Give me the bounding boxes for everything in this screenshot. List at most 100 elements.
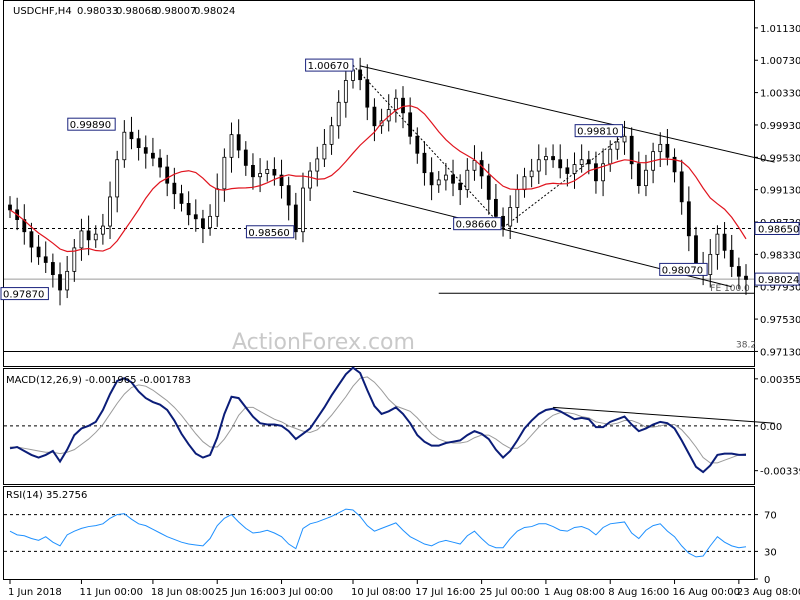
- candle-body: [108, 196, 112, 227]
- candle-body: [43, 256, 48, 263]
- candle-body: [708, 253, 713, 275]
- candle-body: [165, 166, 170, 184]
- time-axis: 1 Jun 2018 11 Jun 00:00 18 Jun 08:00 25 Jun…: [8, 580, 800, 598]
- macd-signal-line: [10, 376, 747, 464]
- rsi-panel-frame: [3, 486, 755, 580]
- macd-main-line: [9, 366, 746, 474]
- candle-body: [679, 171, 684, 203]
- price-panel-frame: [3, 0, 755, 367]
- time-tick-label: 17 Jul 16:00: [415, 587, 475, 598]
- price-tick-label: 0.97130: [760, 347, 800, 358]
- candle-body: [193, 214, 198, 220]
- candle-body: [522, 176, 527, 191]
- candle-body: [508, 207, 513, 227]
- candle-body: [401, 97, 405, 114]
- candle-body: [22, 219, 27, 233]
- candle-body: [79, 230, 84, 249]
- candle-body: [358, 69, 363, 81]
- candle-body: [65, 270, 70, 291]
- candle-body: [558, 159, 563, 169]
- candle-body: [136, 138, 141, 149]
- time-tick-label: 16 Aug 00:00: [673, 587, 740, 598]
- candle-body: [601, 163, 605, 182]
- candle-body: [729, 249, 734, 267]
- time-tick-label: 23 Aug 08:00: [737, 587, 800, 598]
- candle-body: [8, 204, 12, 211]
- candle-body: [229, 134, 234, 158]
- candle-body: [322, 143, 327, 160]
- candle-body: [665, 143, 670, 158]
- candle-body: [465, 169, 470, 191]
- candle-body: [179, 193, 184, 204]
- time-tick-label: 25 Jun 16:00: [215, 587, 279, 598]
- swing-label: 0.98560: [245, 225, 295, 239]
- candle-body: [308, 170, 313, 189]
- price-drawings: FE 100.0 38.2: [4, 64, 775, 352]
- candle-body: [536, 159, 541, 172]
- swing-label-box: [574, 124, 624, 138]
- candle-body: [236, 134, 241, 151]
- swing-labels: 1.00670 0.99890 0.98560 0.97870 0.98660 0.998…: [0, 58, 708, 301]
- candle-body: [408, 112, 413, 137]
- candle-body: [251, 164, 255, 178]
- candle-body: [58, 274, 62, 291]
- candle-body: [286, 185, 291, 206]
- swing-label-box: [659, 262, 708, 276]
- swing-label-text: 0.98560: [248, 228, 289, 239]
- time-tick-label: 1 Aug 08:00: [544, 587, 605, 598]
- swing-connector: [352, 64, 504, 229]
- price-tick-label: 1.00330: [760, 89, 800, 100]
- candle-body: [551, 156, 555, 161]
- macd-panel-frame: [3, 368, 755, 485]
- candle-body: [608, 148, 613, 165]
- swing-label: 0.97870: [0, 287, 49, 301]
- time-tick-label: 25 Jul 00:00: [480, 587, 540, 598]
- candle-body: [72, 247, 77, 272]
- price-tick-label: 1.01130: [760, 24, 800, 35]
- candle-body: [486, 175, 491, 200]
- price-tag-box: [754, 221, 800, 235]
- candle-body: [151, 152, 155, 159]
- candle-body: [29, 231, 34, 248]
- macd-layer: 0.003556 0.00 -0.003391: [4, 366, 800, 478]
- candle-body: [629, 135, 634, 165]
- candle-body: [329, 125, 334, 145]
- candle-body: [50, 262, 55, 275]
- candle-body: [115, 159, 120, 198]
- candle-body: [622, 135, 627, 143]
- candle-body: [208, 215, 212, 229]
- candle-body: [572, 164, 577, 174]
- candle-body: [736, 266, 741, 277]
- macd-tick-label: 0.00: [760, 422, 782, 433]
- rsi-tick-label: 30: [764, 547, 777, 558]
- candle-body: [279, 174, 284, 187]
- swing-label-box: [67, 117, 116, 131]
- candle-body: [672, 156, 677, 173]
- price-tag-text: 0.98024: [758, 275, 799, 286]
- macd-title: MACD(12,26,9) -0.001965 -0.001783: [6, 375, 191, 386]
- swing-label-box: [245, 225, 295, 239]
- candle-body: [686, 201, 691, 237]
- price-tick-label: 0.99530: [760, 153, 800, 164]
- candle-body: [615, 141, 620, 150]
- candle-body: [636, 163, 641, 187]
- candle-body: [529, 170, 534, 178]
- price-tick-label: 0.97930: [760, 283, 800, 294]
- candle-body: [415, 135, 420, 154]
- macd-divergence-line: [553, 406, 775, 424]
- candle-body: [479, 160, 484, 177]
- candle-body: [243, 149, 248, 166]
- time-tick-label: 3 Jul 00:00: [280, 587, 334, 598]
- candle-body: [301, 187, 305, 233]
- candle-body: [744, 275, 748, 280]
- candle-body: [222, 156, 227, 190]
- time-tick-label: 18 Jun 08:00: [151, 587, 215, 598]
- candle-body: [143, 147, 148, 154]
- ohlc-high: 0.98068: [116, 6, 157, 17]
- candle-body: [393, 97, 398, 110]
- candle-body: [129, 131, 134, 140]
- fe100-label: FE 100.0: [710, 284, 750, 294]
- candle-body: [122, 131, 127, 161]
- candle-body: [265, 169, 270, 174]
- price-tag-text: 0.98650: [758, 224, 799, 235]
